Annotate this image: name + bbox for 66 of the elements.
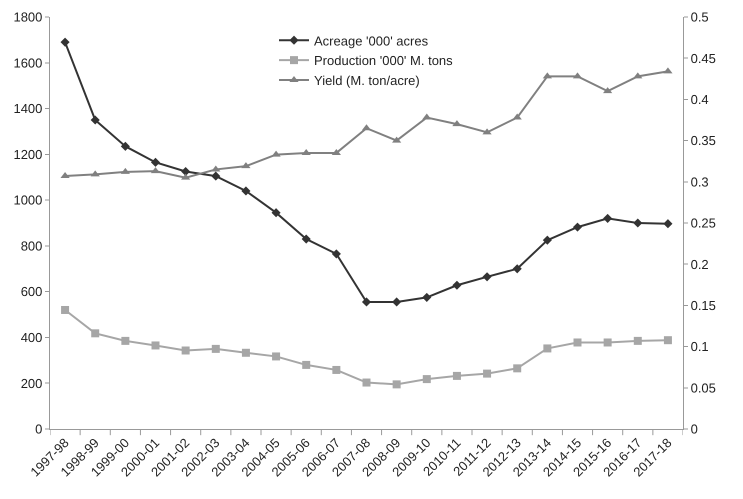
y-tick-label: 800 [20,238,42,254]
y-tick-label: 200 [20,376,42,391]
point [181,166,190,176]
point [483,370,492,378]
point [60,38,70,47]
point [302,234,311,244]
point [152,341,160,350]
y2-tick-label: 0.4 [690,92,709,107]
point [574,338,582,346]
point [120,142,130,151]
point [211,172,220,181]
point [182,346,190,354]
point [272,208,281,218]
point [633,218,642,228]
point [603,214,612,223]
point [362,378,370,387]
y-tick-label: 0 [35,422,42,437]
point [91,329,100,338]
point [392,380,401,388]
point [61,306,70,314]
point [664,336,672,344]
point [512,264,522,274]
point [543,344,552,352]
point [422,292,432,302]
y-tick-label: 1200 [13,146,42,162]
y2-tick-label: 0.45 [690,50,716,66]
y2-tick-label: 0.25 [690,216,716,231]
point [121,336,130,345]
legend-label: Yield (M. ton/acre) [314,73,420,88]
point [332,249,341,258]
point [452,372,461,380]
y-tick-label: 1400 [13,101,42,116]
point [302,360,310,369]
point [572,222,582,232]
y2-tick-label: 0.1 [690,339,709,354]
point [542,236,552,245]
y2-tick-label: 0 [690,422,698,437]
point [241,186,250,196]
point [362,297,372,307]
point [242,348,250,357]
y-tick-label: 400 [20,330,42,345]
point [212,344,220,353]
point [604,338,612,346]
point [422,375,431,384]
y-tick-label: 600 [20,284,42,300]
point [663,219,672,228]
point [392,297,402,307]
point [150,158,160,167]
y-tick-label: 1800 [13,10,42,25]
legend-label: Production '000' M. tons [314,53,454,68]
point [452,280,462,290]
y2-tick-label: 0.5 [690,10,709,25]
point [272,352,280,360]
point [332,366,340,374]
point [90,115,100,125]
y2-tick-label: 0.2 [690,256,709,272]
y2-tick-label: 0.3 [690,174,709,190]
point [482,272,492,282]
y-tick-label: 1000 [13,192,42,208]
y-tick-label: 1600 [13,55,42,70]
legend-label: Acreage '000' acres [314,33,429,48]
y2-tick-label: 0.15 [690,298,716,313]
y2-tick-label: 0.05 [690,380,716,396]
point [634,336,642,345]
y2-tick-label: 0.35 [690,133,716,148]
point [513,364,522,372]
